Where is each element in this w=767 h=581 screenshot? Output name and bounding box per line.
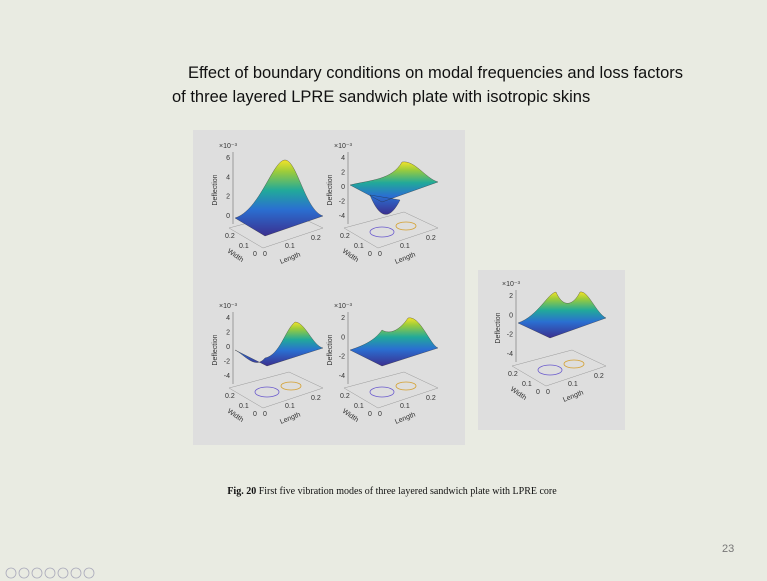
width-tick-label: 0.1 [354,243,364,250]
exponent-label: ×10⁻³ [334,303,353,310]
title-line: of three layered LPRE sandwich plate wit… [172,88,590,106]
z-tick-label: -2 [507,332,513,339]
z-tick-label: -4 [224,373,230,380]
z-tick-label: 4 [226,174,230,181]
width-tick-label: 0.2 [225,233,235,240]
width-tick-label: 0 [253,411,257,418]
z-tick-label: 0 [341,184,345,191]
z-tick-label: 0 [509,312,513,319]
z-tick-label: -4 [339,373,345,380]
z-tick-label: -2 [339,354,345,361]
length-tick-label: 0.2 [594,373,604,380]
z-tick-label: 4 [341,155,345,162]
length-tick-label: 0.2 [311,395,321,402]
z-tick-label: 2 [226,194,230,201]
z-axis-label: Deflection [212,174,219,205]
length-tick-label: 0 [263,411,267,418]
length-tick-label: 0.1 [285,403,295,410]
length-tick-label: 0.1 [400,243,410,250]
length-tick-label: 0.2 [311,235,321,242]
width-tick-label: 0.1 [522,381,532,388]
exponent-label: ×10⁻³ [219,143,238,150]
exponent-label: ×10⁻³ [219,303,238,310]
z-tick-label: 0 [341,334,345,341]
width-tick-label: 0.1 [239,243,249,250]
title-line: Effect of boundary conditions on modal f… [188,64,683,82]
length-tick-label: 0 [263,251,267,258]
length-tick-label: 0 [378,411,382,418]
width-tick-label: 0.2 [225,393,235,400]
z-tick-label: 4 [226,315,230,322]
length-tick-label: 0.2 [426,395,436,402]
z-axis-label: Deflection [327,174,334,205]
length-tick-label: 0.2 [426,235,436,242]
length-tick-label: 0 [378,251,382,258]
caption-text: First five vibration modes of three laye… [259,486,558,497]
z-tick-label: -2 [339,199,345,206]
width-tick-label: 0 [253,251,257,258]
width-tick-label: 0.2 [508,371,518,378]
width-tick-label: 0.2 [340,393,350,400]
z-axis-label: Deflection [327,334,334,365]
z-tick-label: -2 [224,359,230,366]
z-tick-label: -4 [339,213,345,220]
z-tick-label: 6 [226,155,230,162]
z-tick-label: 2 [509,293,513,300]
length-tick-label: 0.1 [285,243,295,250]
exponent-label: ×10⁻³ [334,143,353,150]
z-tick-label: 2 [341,170,345,177]
width-tick-label: 0.1 [239,403,249,410]
z-axis-label: Deflection [212,334,219,365]
z-tick-label: 2 [341,315,345,322]
width-tick-label: 0.1 [354,403,364,410]
exponent-label: ×10⁻³ [502,281,521,288]
z-axis-label: Deflection [495,312,502,343]
width-tick-label: 0 [368,411,372,418]
length-tick-label: 0.1 [568,381,578,388]
width-tick-label: 0 [536,389,540,396]
slide: Effect of boundary conditions on modal f… [0,0,767,581]
z-tick-label: 0 [226,344,230,351]
figure-panel [478,270,625,430]
page-number: 23 [722,543,734,555]
length-tick-label: 0 [546,389,550,396]
z-tick-label: 0 [226,213,230,220]
z-tick-label: -4 [507,351,513,358]
width-tick-label: 0.2 [340,233,350,240]
width-tick-label: 0 [368,251,372,258]
caption: Fig. 20 First five vibration modes of th… [227,486,557,497]
length-tick-label: 0.1 [400,403,410,410]
caption-label: Fig. 20 [227,486,256,497]
z-tick-label: 2 [226,330,230,337]
